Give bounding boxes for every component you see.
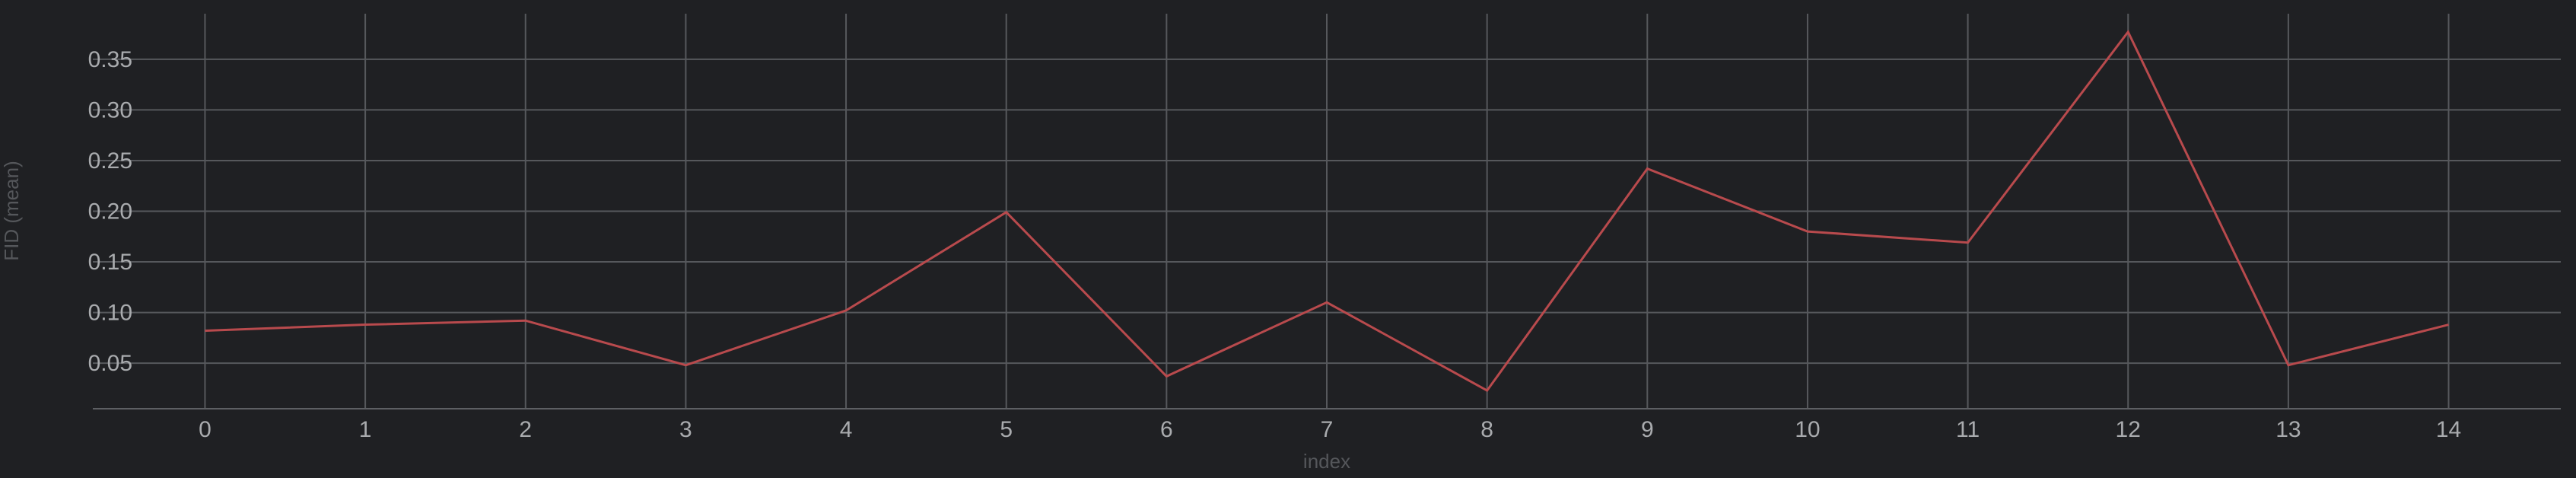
x-tick-label: 3 — [679, 417, 692, 442]
x-tick-label: 6 — [1160, 417, 1173, 442]
tick-labels: 0 1 2 3 4 5 6 7 8 9 10 11 12 13 140.050.100.150.200.25… — [88, 47, 2462, 442]
x-tick-label: 2 — [519, 417, 532, 442]
x-tick-label: 12 — [2116, 417, 2141, 442]
x-tick-label: 0 — [199, 417, 211, 442]
y-tick-label: 0.20 — [88, 199, 132, 225]
x-tick-label: 8 — [1480, 417, 1493, 442]
grid — [93, 14, 2561, 409]
y-tick-label: 0.30 — [88, 97, 132, 123]
x-tick-label: 14 — [2436, 417, 2461, 442]
x-tick-label: 9 — [1641, 417, 1654, 442]
y-tick-label: 0.05 — [88, 351, 132, 376]
y-tick-label: 0.25 — [88, 148, 132, 174]
y-axis-title: FID (mean) — [0, 161, 23, 260]
y-tick-label: 0.15 — [88, 250, 132, 275]
x-tick-label: 13 — [2275, 417, 2301, 442]
x-tick-label: 11 — [1956, 417, 1980, 442]
x-tick-label: 10 — [1795, 417, 1820, 442]
x-axis-title: index — [1303, 450, 1350, 473]
y-tick-label: 0.35 — [88, 47, 132, 72]
x-tick-label: 5 — [1000, 417, 1013, 442]
y-tick-label: 0.10 — [88, 301, 132, 326]
series-layer — [205, 30, 2449, 392]
x-tick-label: 4 — [840, 417, 853, 442]
x-tick-label: 7 — [1321, 417, 1334, 442]
x-tick-label: 1 — [359, 417, 372, 442]
